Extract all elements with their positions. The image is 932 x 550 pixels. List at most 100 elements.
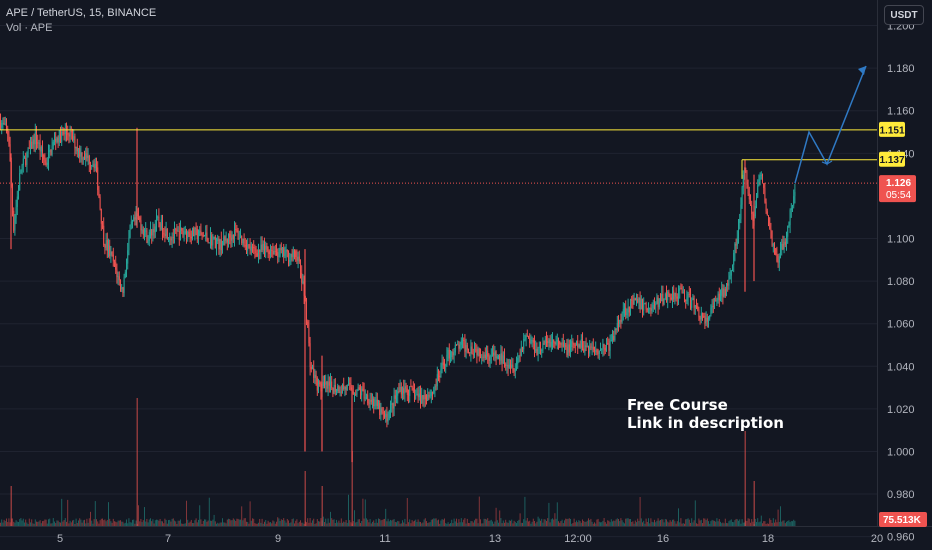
candle-body [309, 343, 311, 367]
candle-body [336, 390, 337, 392]
volume-bar [56, 520, 58, 526]
volume-bar [357, 519, 359, 526]
volume-bar [260, 522, 262, 526]
volume-bar [313, 518, 315, 526]
volume-bar [434, 518, 436, 526]
candle-body [411, 386, 413, 388]
volume-bar [128, 518, 130, 526]
candle-body [751, 205, 753, 214]
candle-body [768, 215, 769, 218]
candle-body [121, 287, 123, 290]
volume-bar [360, 523, 361, 526]
candle-body [168, 238, 169, 240]
volume-bar [342, 522, 343, 526]
volume-bar [769, 518, 771, 526]
volume-bar [235, 520, 237, 526]
volume-bar [82, 520, 84, 526]
candle-body [230, 237, 232, 241]
volume-bar [783, 520, 785, 526]
symbol-title[interactable]: APE / TetherUS, 15, BINANCE [6, 7, 157, 19]
volume-bar [748, 518, 750, 526]
candle-body [614, 328, 616, 341]
volume-bar [488, 520, 490, 526]
volume-bar [326, 523, 328, 526]
candle-body [661, 294, 663, 302]
candle-body [298, 256, 300, 262]
candle-body [319, 382, 321, 384]
candle-body [532, 339, 534, 343]
candle-body [169, 238, 171, 240]
volume-bar [183, 523, 185, 526]
volume-bar [340, 518, 342, 526]
candle-body [194, 228, 196, 237]
candle-body [674, 292, 676, 300]
candle-body [754, 206, 756, 217]
level-price-label: 1.137 [879, 155, 904, 166]
volume-bar [540, 520, 541, 526]
candle-body [580, 338, 582, 348]
volume-bar [746, 520, 748, 526]
volume-bar [103, 520, 105, 526]
volume-bar [159, 518, 161, 526]
candle-body [675, 292, 677, 297]
candle-body [382, 412, 384, 414]
candle-body [577, 340, 579, 347]
volume-bar [793, 519, 795, 526]
volume-bar [9, 522, 11, 526]
price-axis-panel [877, 0, 932, 550]
volume-bar [574, 522, 576, 526]
candle-body [345, 386, 347, 390]
volume-bar [427, 522, 429, 526]
volume-bar [440, 520, 442, 526]
volume-legend[interactable]: Vol · APE [6, 22, 53, 34]
candle-body [78, 148, 79, 152]
volume-bar [189, 521, 191, 526]
volume-bar [402, 520, 403, 526]
candle-body [290, 253, 292, 261]
candle-body [370, 399, 372, 402]
candle-body [511, 364, 513, 368]
candle-body [72, 132, 73, 140]
volume-bar [126, 519, 127, 526]
candle-body [404, 386, 406, 394]
candle-body [310, 366, 312, 370]
volume-bar [348, 494, 349, 526]
candle-body [129, 224, 131, 238]
volume-bar [254, 523, 256, 526]
volume-bar [67, 499, 69, 526]
candle-body [55, 138, 57, 142]
volume-bar [370, 523, 372, 526]
candle-body [422, 395, 424, 400]
candle-body [67, 133, 69, 135]
currency-button[interactable]: USDT [884, 5, 924, 25]
candle-body [288, 251, 289, 262]
volume-bar [634, 520, 636, 526]
candle-body [729, 275, 731, 280]
candle-body [188, 231, 190, 234]
candle-body [594, 349, 595, 352]
volume-bar [225, 523, 227, 526]
volume-bar [289, 523, 291, 526]
volume-bar [176, 523, 178, 526]
candle-body [739, 219, 741, 223]
y-tick-label: 0.960 [887, 532, 915, 544]
candle-body [32, 139, 34, 149]
candle-body [616, 323, 618, 331]
candle-body [306, 301, 307, 322]
volume-bar [207, 520, 209, 526]
candle-body [324, 382, 325, 385]
volume-bar [151, 521, 153, 526]
candle-body [92, 164, 94, 166]
volume-bar [334, 523, 336, 526]
volume-bar [690, 522, 691, 526]
volume-bar [606, 523, 607, 526]
candle-body [663, 298, 665, 305]
candle-body [93, 164, 95, 169]
volume-bar [110, 521, 112, 526]
volume-bar [302, 522, 304, 526]
candle-body [416, 394, 418, 396]
volume-bar [789, 522, 791, 526]
candle-body [6, 123, 7, 129]
